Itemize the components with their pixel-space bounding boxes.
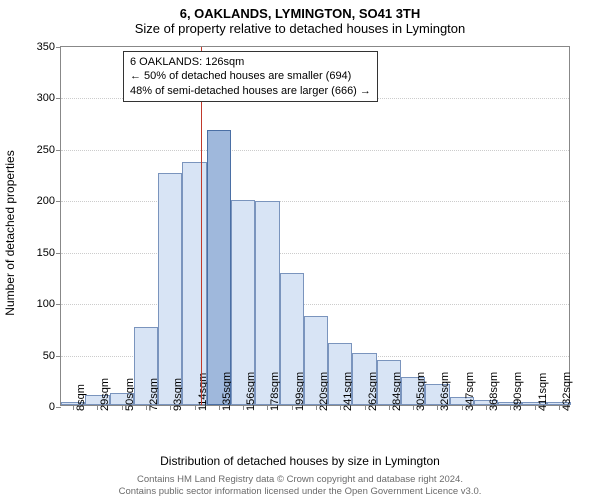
gridline [61,201,569,202]
xtick-label: 326sqm [439,372,451,411]
gridline [61,150,569,151]
footer: Contains HM Land Registry data © Crown c… [0,474,600,498]
xtick-mark [316,405,317,410]
gridline [61,304,569,305]
xtick-mark [413,405,414,410]
ytick-label: 200 [37,195,61,207]
xtick-mark [462,405,463,410]
xtick-mark [559,405,560,410]
footer-line-1: Contains HM Land Registry data © Crown c… [0,474,600,486]
ytick-label: 350 [37,41,61,53]
ytick-label: 300 [37,92,61,104]
annotation-line-2: ← 50% of detached houses are smaller (69… [130,69,371,83]
xtick-label: 432sqm [561,372,573,411]
xtick-mark [146,405,147,410]
xtick-mark [535,405,536,410]
y-axis-label: Number of detached properties [3,150,17,315]
xtick-mark [365,405,366,410]
plot-frame: 0501001502002503003508sqm29sqm50sqm72sqm… [60,46,570,406]
histogram-bar [158,173,182,405]
ytick-label: 150 [37,247,61,259]
xtick-mark [486,405,487,410]
xtick-label: 347sqm [464,372,476,411]
ytick-label: 250 [37,144,61,156]
histogram-bar [182,162,206,405]
x-axis-label: Distribution of detached houses by size … [0,454,600,468]
ytick-label: 0 [49,401,61,413]
annotation-box: 6 OAKLANDS: 126sqm← 50% of detached hous… [123,51,378,102]
footer-line-2: Contains public sector information licen… [0,486,600,498]
xtick-label: 368sqm [488,372,500,411]
xtick-label: 390sqm [512,372,524,411]
annotation-line-1: 6 OAKLANDS: 126sqm [130,55,371,69]
chart-title-main: 6, OAKLANDS, LYMINGTON, SO41 3TH [0,0,600,21]
xtick-mark [389,405,390,410]
plot-area: 0501001502002503003508sqm29sqm50sqm72sqm… [60,46,570,406]
xtick-label: 411sqm [537,373,549,411]
histogram-bar [207,130,231,405]
xtick-mark [73,405,74,410]
ytick-label: 100 [37,298,61,310]
xtick-mark [195,405,196,410]
chart-title-sub: Size of property relative to detached ho… [0,21,600,40]
chart-container: 6, OAKLANDS, LYMINGTON, SO41 3TH Size of… [0,0,600,500]
xtick-mark [219,405,220,410]
xtick-mark [243,405,244,410]
xtick-mark [292,405,293,410]
ytick-label: 50 [43,350,61,362]
gridline [61,253,569,254]
xtick-mark [122,405,123,410]
annotation-line-3: 48% of semi-detached houses are larger (… [130,84,371,98]
